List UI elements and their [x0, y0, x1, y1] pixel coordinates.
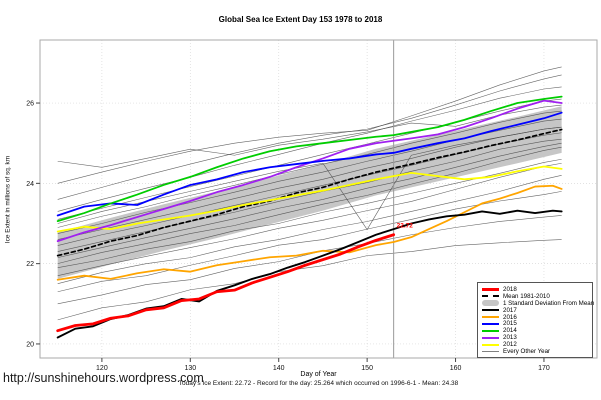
- legend-item-2014: 2014: [482, 327, 590, 334]
- x-tick-label: 120: [96, 365, 108, 372]
- legend-swatch: [482, 316, 499, 318]
- legend-swatch: [482, 350, 499, 352]
- site-url: http://sunshinehours.wordpress.com: [3, 371, 204, 385]
- background-year-line: [57, 162, 562, 276]
- current-value-annotation: 22.72: [397, 223, 414, 230]
- legend-label: Every Other Year: [503, 347, 551, 355]
- legend-swatch: [482, 295, 499, 298]
- plot-frame: [39, 39, 598, 359]
- legend-label: 2013: [503, 334, 517, 342]
- legend-item-2018: 2018: [482, 286, 590, 293]
- legend-swatch: [482, 329, 499, 332]
- y-tick-label: 20: [26, 341, 34, 348]
- chart-legend: 2018 Mean 1981-2010 1 Standard Deviation F…: [477, 282, 594, 358]
- x-tick-label: 150: [361, 365, 373, 372]
- series-2016: [56, 184, 563, 281]
- background-year-line: [57, 110, 562, 228]
- background-year-line: [57, 175, 562, 285]
- background-year-line: [57, 118, 562, 234]
- background-year-line: [57, 239, 562, 321]
- legend-item-mean-1981-2010: Mean 1981-2010: [482, 293, 590, 300]
- legend-label: 1 Standard Deviation From Mean: [503, 299, 595, 307]
- background-year-line: [57, 158, 562, 268]
- x-axis-label: Day of Year: [300, 371, 337, 378]
- legend-swatch: [482, 309, 499, 312]
- legend-item-2013: 2013: [482, 334, 590, 341]
- legend-item-2016: 2016: [482, 314, 590, 321]
- series-2014: [56, 95, 563, 222]
- y-tick-label: 24: [26, 181, 34, 188]
- background-year-line: [57, 66, 562, 184]
- x-tick-label: 160: [450, 365, 462, 372]
- series-2018: [56, 233, 396, 333]
- x-tick-label: 130: [184, 365, 196, 372]
- legend-label: 2016: [503, 313, 517, 321]
- legend-item-1-standard-deviation-from-mean: 1 Standard Deviation From Mean: [482, 300, 594, 307]
- legend-label: 2017: [503, 306, 517, 314]
- legend-item-2012: 2012: [482, 341, 590, 348]
- background-year-line: [57, 74, 562, 200]
- series-2012: [56, 165, 563, 233]
- legend-swatch: [482, 322, 499, 325]
- legend-label: 2012: [503, 341, 517, 349]
- y-tick-label: 22: [26, 261, 34, 268]
- series-mean-1981-2010: [56, 128, 563, 257]
- legend-item-2015: 2015: [482, 320, 590, 327]
- series-2013: [56, 99, 563, 243]
- legend-swatch: [482, 287, 499, 291]
- legend-item-2017: 2017: [482, 307, 590, 314]
- background-year-line: [57, 142, 562, 258]
- background-year-line: [57, 191, 562, 293]
- x-tick-label: 140: [273, 365, 285, 372]
- plot-area: 120 130 140 150 160 170 20 22 24 26 22.72: [26, 39, 598, 372]
- legend-label: 2015: [503, 320, 517, 328]
- legend-swatch: [482, 343, 499, 346]
- y-tick-label: 26: [26, 101, 34, 108]
- legend-swatch: [482, 336, 499, 339]
- chart-title: Global Sea Ice Extent Day 153 1978 to 20…: [218, 15, 383, 24]
- legend-label: 2018: [503, 285, 517, 293]
- legend-swatch: [482, 300, 499, 307]
- legend-label: 2014: [503, 327, 517, 335]
- legend-item-every-other-year: Every Other Year: [482, 348, 590, 355]
- legend-label: Mean 1981-2010: [503, 292, 550, 300]
- y-axis-label: Ice Extent in millions of sq. km: [4, 155, 12, 244]
- footer-stats: Today's Ice Extent: 22.72 - Record for t…: [178, 380, 459, 387]
- background-year-line: [57, 146, 562, 264]
- background-year-line: [57, 98, 562, 220]
- x-tick-label: 170: [538, 365, 550, 372]
- series-2015: [56, 111, 563, 217]
